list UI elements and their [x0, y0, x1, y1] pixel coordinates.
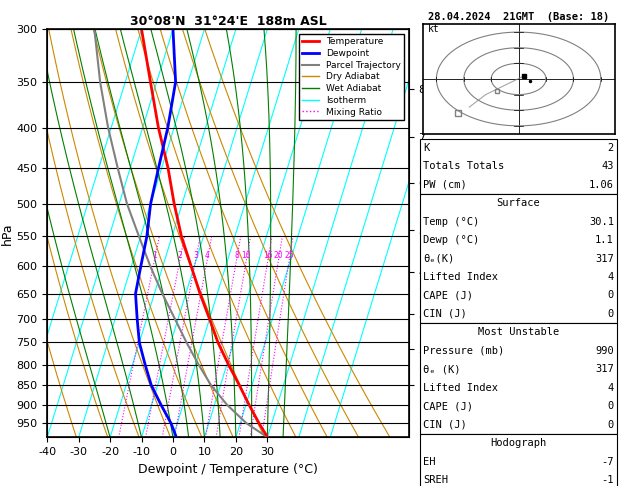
Text: 4: 4	[204, 251, 209, 260]
Text: -1: -1	[601, 475, 614, 485]
Text: 4: 4	[608, 383, 614, 393]
Text: 20: 20	[274, 251, 283, 260]
Text: CIN (J): CIN (J)	[423, 420, 467, 430]
Text: kt: kt	[428, 24, 440, 34]
Text: 16: 16	[263, 251, 272, 260]
Legend: Temperature, Dewpoint, Parcel Trajectory, Dry Adiabat, Wet Adiabat, Isotherm, Mi: Temperature, Dewpoint, Parcel Trajectory…	[299, 34, 404, 120]
Title: 30°08'N  31°24'E  188m ASL: 30°08'N 31°24'E 188m ASL	[130, 15, 326, 28]
Text: PW (cm): PW (cm)	[423, 180, 467, 190]
Text: Hodograph: Hodograph	[491, 438, 547, 448]
Text: 0: 0	[608, 291, 614, 300]
Text: 28.04.2024  21GMT  (Base: 18): 28.04.2024 21GMT (Base: 18)	[428, 12, 610, 22]
Text: 0: 0	[608, 309, 614, 319]
Text: Mixing Ratio (g/kg): Mixing Ratio (g/kg)	[440, 248, 450, 341]
Text: 0: 0	[608, 420, 614, 430]
Text: CIN (J): CIN (J)	[423, 309, 467, 319]
Text: Most Unstable: Most Unstable	[478, 328, 559, 337]
Text: Pressure (mb): Pressure (mb)	[423, 346, 504, 356]
X-axis label: Dewpoint / Temperature (°C): Dewpoint / Temperature (°C)	[138, 463, 318, 476]
Text: 3: 3	[193, 251, 198, 260]
Text: 1.1: 1.1	[595, 235, 614, 245]
Text: SREH: SREH	[423, 475, 448, 485]
Text: 4: 4	[608, 272, 614, 282]
Y-axis label: km
ASL: km ASL	[428, 224, 450, 243]
Text: CAPE (J): CAPE (J)	[423, 401, 473, 411]
Text: Dewp (°C): Dewp (°C)	[423, 235, 479, 245]
Text: -7: -7	[601, 457, 614, 467]
Text: 0: 0	[608, 401, 614, 411]
Text: Lifted Index: Lifted Index	[423, 383, 498, 393]
Text: Surface: Surface	[497, 198, 540, 208]
Text: 25: 25	[284, 251, 294, 260]
Text: EH: EH	[423, 457, 436, 467]
Text: 990: 990	[595, 346, 614, 356]
Text: Lifted Index: Lifted Index	[423, 272, 498, 282]
Text: Totals Totals: Totals Totals	[423, 161, 504, 171]
Text: 1: 1	[152, 251, 157, 260]
Text: Temp (°C): Temp (°C)	[423, 217, 479, 226]
Text: CAPE (J): CAPE (J)	[423, 291, 473, 300]
Text: 1.06: 1.06	[589, 180, 614, 190]
Text: θₑ(K): θₑ(K)	[423, 254, 455, 263]
Text: 30.1: 30.1	[589, 217, 614, 226]
Text: 317: 317	[595, 254, 614, 263]
Text: 2: 2	[177, 251, 182, 260]
Text: 2: 2	[608, 143, 614, 153]
Text: K: K	[423, 143, 430, 153]
Text: 10: 10	[242, 251, 251, 260]
Text: 43: 43	[601, 161, 614, 171]
Text: θₑ (K): θₑ (K)	[423, 364, 461, 374]
Text: 317: 317	[595, 364, 614, 374]
Text: 8: 8	[234, 251, 239, 260]
Y-axis label: hPa: hPa	[1, 222, 14, 244]
